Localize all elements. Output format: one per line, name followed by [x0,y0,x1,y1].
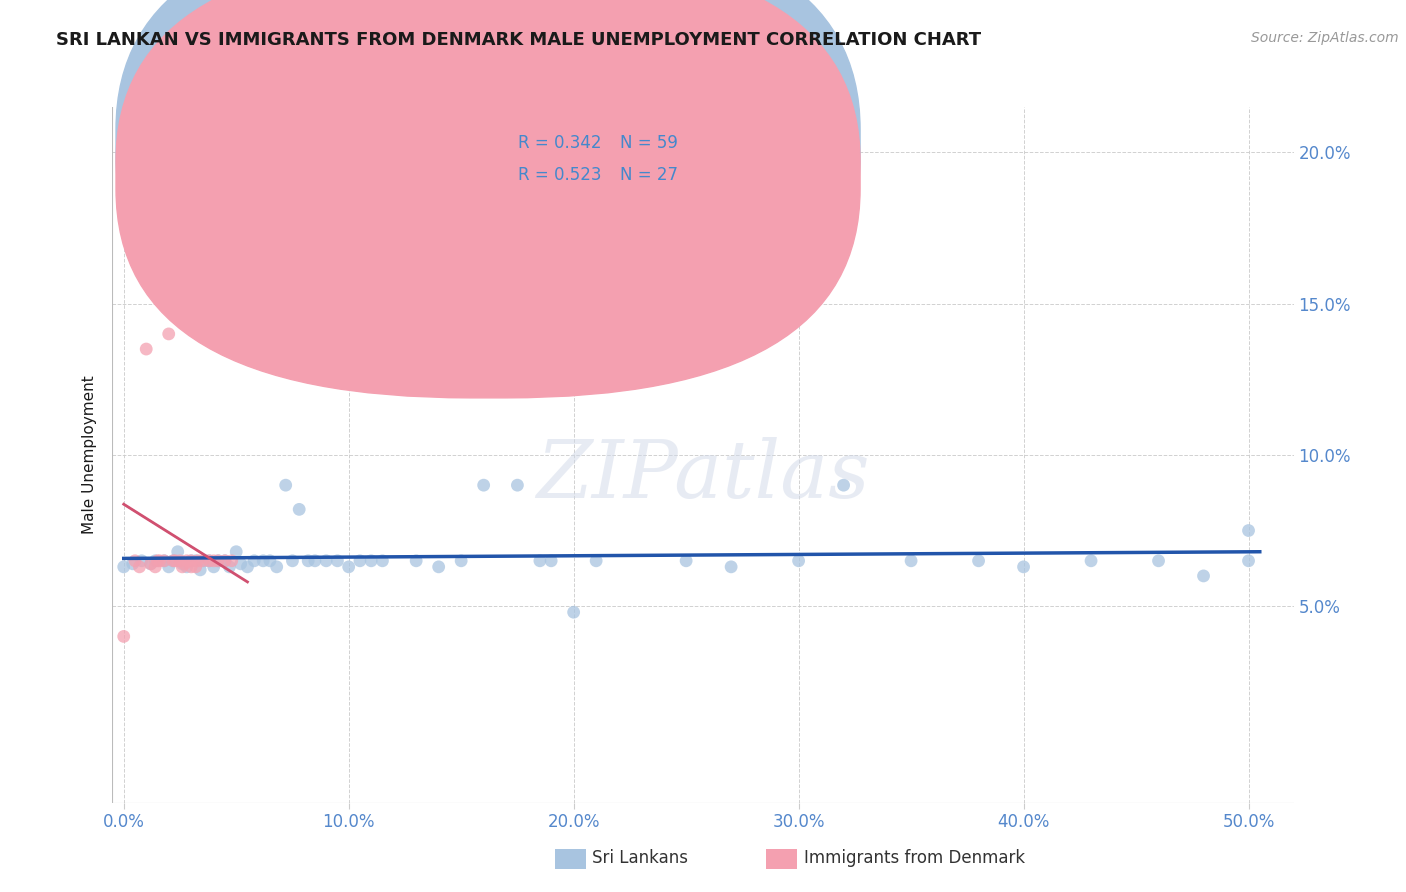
Point [165,554,187,568]
Text: N = 27: N = 27 [620,166,678,185]
Point [207,554,229,568]
Point [139,557,162,571]
Point [124,554,146,568]
Point [832,478,855,492]
Point [529,554,551,568]
Point [472,478,495,492]
Point [274,478,297,492]
Point [326,554,349,568]
Point [112,559,135,574]
Point [900,554,922,568]
Point [191,554,214,568]
Text: Sri Lankans: Sri Lankans [592,849,688,867]
Point [135,342,157,356]
Point [214,554,236,568]
Point [218,559,240,574]
Point [207,554,229,568]
Point [266,559,288,574]
Point [153,554,176,568]
Text: N = 59: N = 59 [620,134,678,153]
Point [337,559,360,574]
Point [562,605,585,619]
Point [202,554,225,568]
Point [675,554,697,568]
Point [1237,554,1260,568]
Point [149,554,172,568]
Point [315,554,337,568]
Text: SRI LANKAN VS IMMIGRANTS FROM DENMARK MALE UNEMPLOYMENT CORRELATION CHART: SRI LANKAN VS IMMIGRANTS FROM DENMARK MA… [56,31,981,49]
Point [198,554,221,568]
Y-axis label: Male Unemployment: Male Unemployment [82,376,97,534]
Point [135,272,157,286]
Point [143,554,166,568]
Point [153,554,176,568]
Point [176,554,198,568]
Point [184,554,207,568]
Point [198,554,221,568]
Point [172,557,194,571]
FancyBboxPatch shape [117,0,860,398]
Point [180,554,202,568]
Point [259,554,281,568]
Point [180,554,202,568]
Point [146,554,169,568]
Point [184,559,207,574]
Point [187,554,209,568]
Point [157,326,180,341]
Point [176,559,198,574]
Point [967,554,990,568]
Point [787,554,810,568]
FancyBboxPatch shape [117,0,860,366]
Point [288,502,311,516]
Point [281,554,304,568]
Text: Source: ZipAtlas.com: Source: ZipAtlas.com [1251,31,1399,45]
Point [131,554,153,568]
FancyBboxPatch shape [456,114,727,201]
Point [162,554,184,568]
Point [173,557,195,571]
Point [720,559,742,574]
Point [297,554,319,568]
Point [405,554,427,568]
Point [304,554,326,568]
Point [540,554,562,568]
Point [221,554,243,568]
Point [157,559,180,574]
Text: ZIPatlas: ZIPatlas [536,437,870,515]
Point [349,554,371,568]
Point [172,559,194,574]
Point [450,554,472,568]
Point [214,554,236,568]
Point [1080,554,1102,568]
Point [243,554,266,568]
Point [236,559,259,574]
Point [202,559,225,574]
Point [371,554,394,568]
Point [121,557,143,571]
Point [188,563,211,577]
Point [169,554,191,568]
Point [252,554,274,568]
Point [506,478,529,492]
Point [229,557,252,571]
Point [162,554,184,568]
Point [360,554,382,568]
Text: R = 0.523: R = 0.523 [517,166,602,185]
Point [180,559,202,574]
Point [1012,559,1035,574]
Point [1192,569,1215,583]
Point [225,545,247,559]
Point [139,557,162,571]
Point [143,559,166,574]
Point [194,554,217,568]
Point [128,559,150,574]
Point [585,554,607,568]
Point [112,629,135,643]
Text: Immigrants from Denmark: Immigrants from Denmark [804,849,1025,867]
Point [427,559,450,574]
Text: R = 0.342: R = 0.342 [517,134,602,153]
Point [1147,554,1170,568]
Point [1237,524,1260,538]
Point [166,545,188,559]
